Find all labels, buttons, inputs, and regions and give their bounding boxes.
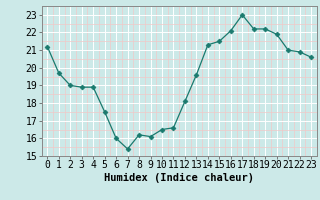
X-axis label: Humidex (Indice chaleur): Humidex (Indice chaleur) — [104, 173, 254, 183]
